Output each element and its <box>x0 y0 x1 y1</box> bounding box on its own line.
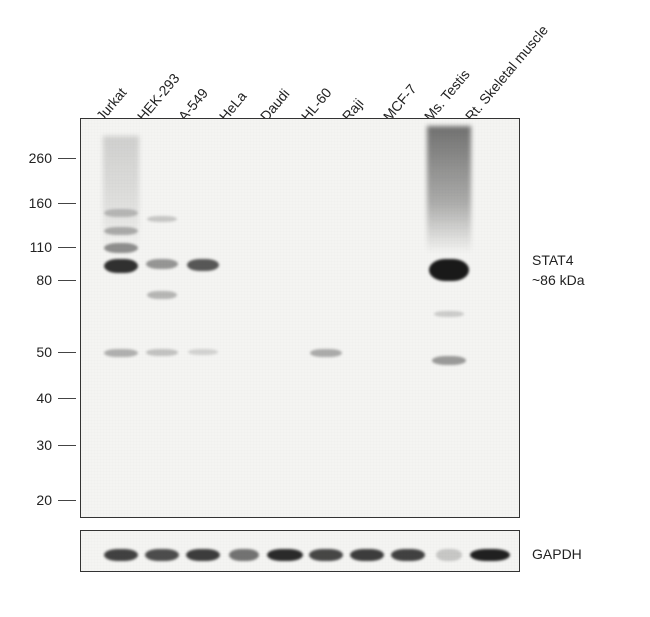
target-label-line2: ~86 kDa <box>532 272 585 288</box>
mw-tick <box>58 247 76 248</box>
loading-band <box>145 549 179 561</box>
mw-label: 80 <box>18 272 52 288</box>
blot-band <box>146 349 178 356</box>
blot-band <box>147 291 177 299</box>
mw-tick <box>58 500 76 501</box>
mw-tick <box>58 280 76 281</box>
loading-band <box>229 549 259 561</box>
mw-tick <box>58 203 76 204</box>
blot-band <box>104 209 138 217</box>
mw-tick <box>58 398 76 399</box>
main-blot <box>80 118 520 518</box>
loading-band <box>350 549 384 561</box>
loading-band <box>104 549 138 561</box>
mw-label: 30 <box>18 437 52 453</box>
mw-tick <box>58 445 76 446</box>
mw-label: 160 <box>18 195 52 211</box>
blot-band <box>310 349 342 357</box>
blot-band <box>104 349 138 357</box>
figure-container: Jurkat HEK-293 A-549 HeLa Daudi HL-60 Ra… <box>0 0 650 617</box>
mw-tick <box>58 352 76 353</box>
mw-label: 40 <box>18 390 52 406</box>
blot-band <box>188 349 218 355</box>
blot-band <box>147 216 177 222</box>
blot-band <box>104 243 138 253</box>
loading-band <box>470 549 510 561</box>
loading-band <box>391 549 425 561</box>
loading-label: GAPDH <box>532 546 582 562</box>
lane-label: Rt. Skeletal muscle <box>462 22 551 124</box>
blot-band <box>146 259 178 269</box>
mw-label: 110 <box>18 239 52 255</box>
loading-band <box>186 549 220 561</box>
mw-tick <box>58 158 76 159</box>
loading-band <box>309 549 343 561</box>
blot-band <box>104 227 138 235</box>
target-label-line1: STAT4 <box>532 252 574 268</box>
blot-band <box>187 259 219 271</box>
blot-smear <box>427 126 471 253</box>
blot-band <box>104 259 138 273</box>
loading-band <box>267 549 303 561</box>
blot-band <box>434 311 464 317</box>
loading-blot <box>80 530 520 572</box>
mw-label: 20 <box>18 492 52 508</box>
lane-label: HEK-293 <box>134 70 183 124</box>
loading-band <box>436 549 462 561</box>
blot-band <box>432 356 466 365</box>
mw-label: 50 <box>18 344 52 360</box>
blot-band <box>429 259 469 281</box>
mw-label: 260 <box>18 150 52 166</box>
